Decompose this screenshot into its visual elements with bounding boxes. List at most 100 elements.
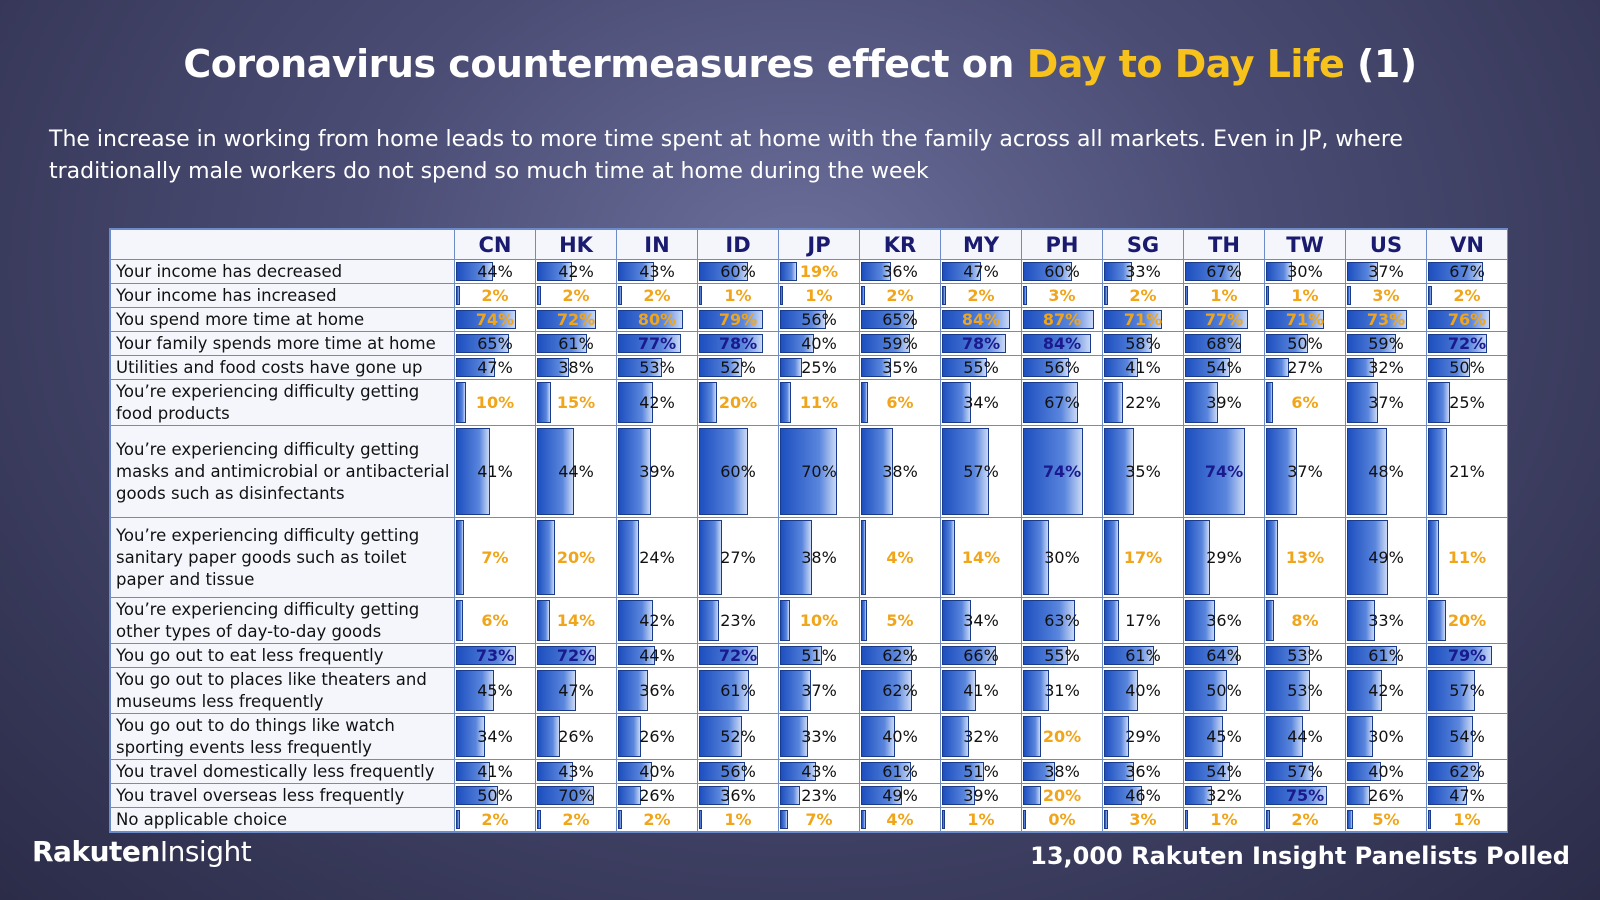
cell-us: 73% (1345, 307, 1427, 332)
value-label: 33% (801, 727, 837, 746)
cell-jp: 40% (778, 331, 860, 356)
cell-cn: 74% (454, 307, 536, 332)
value-label: 23% (801, 786, 837, 805)
value-bar (1428, 646, 1492, 665)
column-header-ph: PH (1021, 229, 1103, 260)
row-label: You’re experiencing difficulty getting m… (110, 425, 455, 518)
logo-sub: Insight (159, 835, 252, 868)
column-header-th: TH (1183, 229, 1265, 260)
table-row: You go out to do things like watch sport… (110, 713, 1508, 760)
cell-id: 27% (697, 517, 779, 598)
cell-my: 78% (940, 331, 1022, 356)
value-label: 2% (1291, 810, 1319, 829)
value-bar (1104, 310, 1162, 329)
value-label: 14% (556, 611, 596, 630)
value-label: 66% (963, 646, 999, 665)
table-row: You’re experiencing difficulty getting m… (110, 425, 1508, 518)
cell-us: 37% (1345, 379, 1427, 426)
value-label: 25% (1449, 393, 1485, 412)
value-label: 50% (1449, 358, 1485, 377)
value-bar (1266, 716, 1303, 757)
cell-hk: 2% (535, 283, 617, 308)
column-header-id: ID (697, 229, 779, 260)
value-bar (861, 716, 895, 757)
value-label: 50% (477, 786, 513, 805)
value-bar (1023, 670, 1049, 711)
value-label: 39% (639, 462, 675, 481)
cell-vn: 57% (1426, 667, 1508, 714)
value-bar (618, 670, 648, 711)
value-bar (1023, 810, 1026, 829)
column-header-vn: VN (1426, 229, 1508, 260)
value-label: 42% (639, 611, 675, 630)
cell-ph: 87% (1021, 307, 1103, 332)
value-label: 38% (1044, 762, 1080, 781)
value-bar (456, 382, 466, 423)
cell-th: 1% (1183, 807, 1265, 832)
cell-jp: 10% (778, 597, 860, 644)
value-bar (699, 262, 748, 281)
cell-th: 77% (1183, 307, 1265, 332)
value-bar (1266, 428, 1297, 515)
value-label: 30% (1287, 262, 1323, 281)
value-bar (1104, 358, 1138, 377)
value-bar (699, 670, 749, 711)
cell-tw: 50% (1264, 331, 1346, 356)
cell-hk: 72% (535, 643, 617, 668)
value-label: 26% (639, 786, 675, 805)
value-label: 74% (475, 310, 515, 329)
value-bar (699, 334, 763, 353)
results-table-container: CN HK IN ID JP KR MY PH SG TH TW US VN Your income h… (109, 228, 1508, 833)
value-bar (1347, 786, 1370, 805)
cell-jp: 37% (778, 667, 860, 714)
value-bar (861, 762, 911, 781)
value-bar (942, 810, 945, 829)
value-bar (537, 786, 594, 805)
cell-id: 56% (697, 759, 779, 784)
cell-id: 52% (697, 355, 779, 380)
results-table: CN HK IN ID JP KR MY PH SG TH TW US VN Your income h… (110, 229, 1508, 832)
cell-hk: 70% (535, 783, 617, 808)
cell-th: 74% (1183, 425, 1265, 518)
cell-in: 2% (616, 807, 698, 832)
value-label: 57% (963, 462, 999, 481)
value-label: 2% (643, 810, 671, 829)
value-label: 26% (1368, 786, 1404, 805)
value-label: 20% (718, 393, 758, 412)
cell-id: 23% (697, 597, 779, 644)
cell-in: 26% (616, 783, 698, 808)
value-bar (537, 810, 541, 829)
value-bar (1185, 310, 1248, 329)
value-label: 41% (477, 762, 513, 781)
cell-jp: 7% (778, 807, 860, 832)
value-label: 19% (799, 262, 839, 281)
value-label: 34% (963, 611, 999, 630)
value-bar (780, 600, 790, 641)
table-row: You travel overseas less frequently 50% 70… (110, 783, 1508, 808)
cell-vn: 67% (1426, 259, 1508, 284)
value-bar (861, 786, 902, 805)
cell-cn: 10% (454, 379, 536, 426)
cell-th: 68% (1183, 331, 1265, 356)
cell-hk: 43% (535, 759, 617, 784)
cell-jp: 43% (778, 759, 860, 784)
cell-us: 40% (1345, 759, 1427, 784)
cell-in: 2% (616, 283, 698, 308)
value-label: 80% (637, 310, 677, 329)
value-label: 41% (477, 462, 513, 481)
cell-sg: 35% (1102, 425, 1184, 518)
value-label: 74% (1204, 462, 1244, 481)
cell-cn: 2% (454, 283, 536, 308)
value-label: 2% (481, 810, 509, 829)
value-bar (780, 646, 822, 665)
title-main: Coronavirus countermeasures effect on (183, 42, 1027, 86)
cell-kr: 36% (859, 259, 941, 284)
cell-hk: 72% (535, 307, 617, 332)
value-label: 36% (720, 786, 756, 805)
value-label: 39% (1206, 393, 1242, 412)
value-bar (1185, 600, 1215, 641)
value-bar (861, 600, 867, 641)
value-bar (1023, 310, 1094, 329)
value-label: 48% (1368, 462, 1404, 481)
value-label: 42% (639, 393, 675, 412)
